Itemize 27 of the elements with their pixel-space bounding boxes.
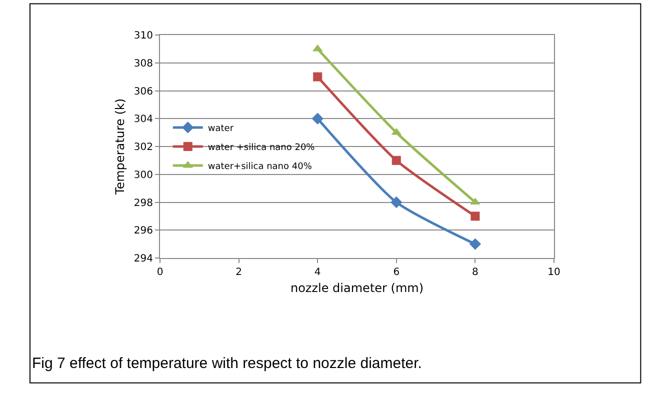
y-tick-label: 294: [134, 254, 153, 264]
point: [469, 238, 482, 250]
y-tick-label: 298: [134, 198, 153, 209]
y-tick-label: 304: [134, 114, 153, 126]
y-tick-label: 308: [134, 58, 153, 70]
caption: Fig 7 effect of temperature with respect to nozzle diameter.: [32, 355, 422, 372]
x-tick-label: 6: [393, 267, 400, 278]
x-tick-label: 4: [314, 267, 321, 278]
legend-label: water+silica nano 40%: [208, 162, 312, 172]
y-tick-label: 302: [134, 142, 153, 153]
y-axis-title: Temperature (k): [113, 98, 128, 196]
point: [312, 112, 324, 124]
x-tick-label: 0: [156, 267, 164, 278]
point: [313, 72, 322, 82]
legend-label: water +silica nano 20%: [208, 143, 316, 154]
point: [390, 196, 402, 208]
point: [392, 156, 401, 165]
y-tick-label: 310: [134, 30, 153, 42]
x-tick-label: 2: [236, 267, 242, 278]
legend-label: water: [208, 124, 234, 134]
y-tick-label: 296: [134, 226, 153, 237]
y-tick-label: 300: [134, 170, 153, 181]
x-tick-label: 10: [548, 267, 560, 278]
y-tick-label: 306: [134, 86, 153, 98]
point: [470, 212, 480, 221]
x-axis-title: nozzle diameter (mm): [290, 280, 424, 295]
x-tick-label: 8: [472, 267, 478, 278]
